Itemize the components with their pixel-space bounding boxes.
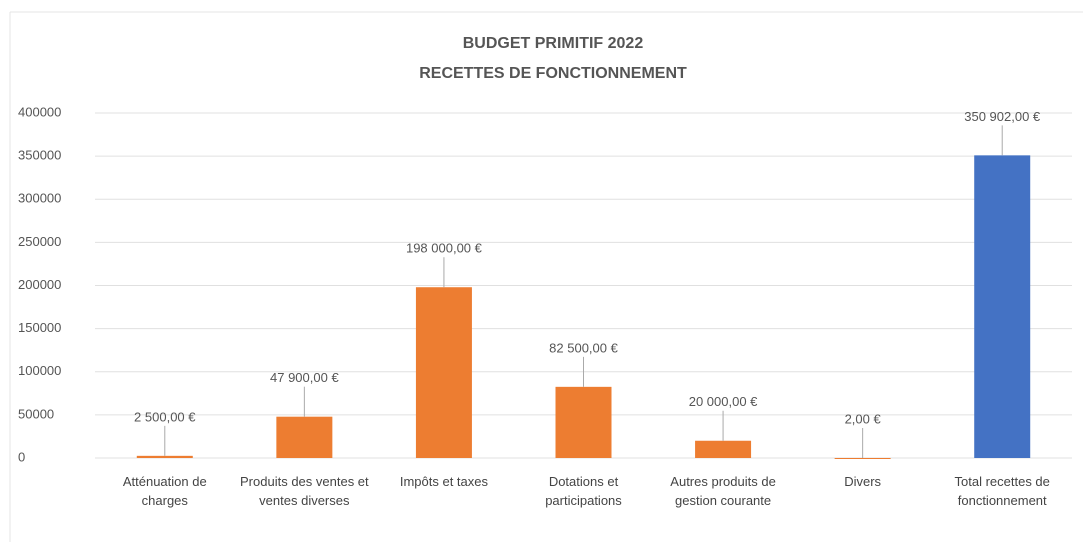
bar [136, 455, 193, 458]
bar [974, 155, 1031, 458]
y-tick-label: 50000 [18, 406, 54, 421]
y-tick-label: 250000 [18, 234, 61, 249]
data-label: 350 902,00 € [964, 109, 1041, 124]
x-tick-label: Dotations et participations [545, 474, 622, 508]
x-tick-label: Produits des ventes et ventes diverses [240, 474, 369, 508]
x-tick-label: Impôts et taxes [399, 474, 488, 489]
y-tick-label: 0 [18, 449, 25, 464]
y-tick-label: 300000 [18, 191, 61, 206]
bar [276, 416, 333, 458]
bar [555, 386, 612, 458]
y-tick-label: 100000 [18, 363, 61, 378]
y-tick-label: 200000 [18, 277, 61, 292]
bar [834, 457, 891, 459]
bar [695, 440, 752, 458]
y-tick-label: 150000 [18, 320, 61, 335]
data-label: 20 000,00 € [689, 394, 758, 409]
x-tick-label: Atténuation de charges [122, 474, 207, 508]
data-label: 82 500,00 € [549, 340, 618, 355]
chart-title: BUDGET PRIMITIF 2022 [463, 35, 644, 52]
bar [415, 287, 472, 458]
data-label: 2,00 € [845, 411, 882, 426]
chart-subtitle: RECETTES DE FONCTIONNEMENT [419, 65, 687, 82]
x-tick-label: Total recettes de fonctionnement [954, 474, 1050, 508]
data-label: 47 900,00 € [270, 370, 339, 385]
x-tick-label: Autres produits de gestion courante [670, 474, 776, 508]
y-tick-label: 350000 [18, 148, 61, 163]
y-tick-label: 400000 [18, 104, 61, 119]
x-tick-label: Divers [844, 474, 882, 489]
data-label: 2 500,00 € [134, 409, 196, 424]
data-label: 198 000,00 € [406, 241, 483, 256]
